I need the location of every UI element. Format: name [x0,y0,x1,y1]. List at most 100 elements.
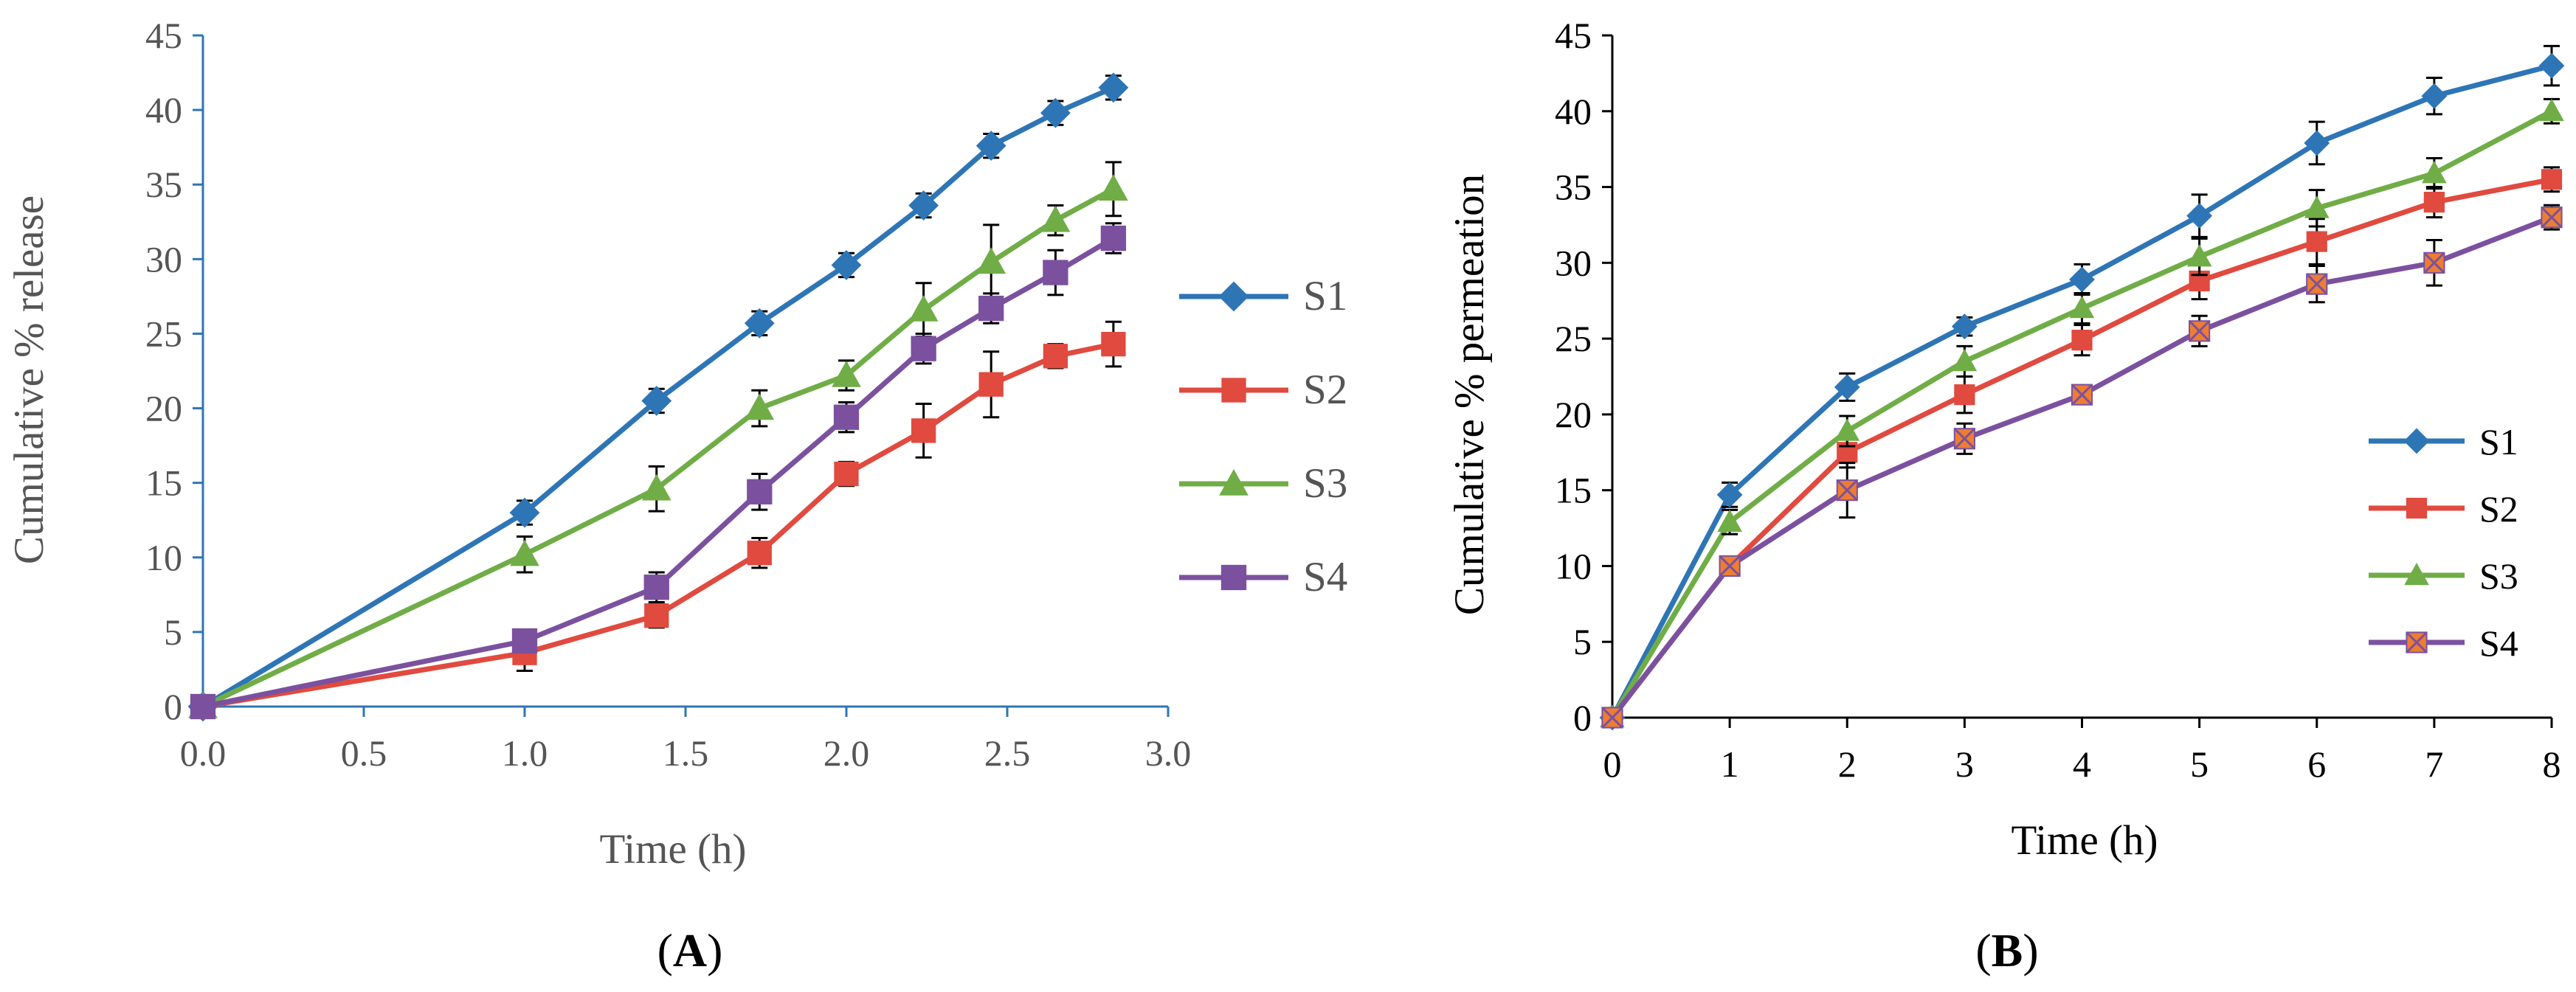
y-tick-label: 25 [145,313,182,354]
y-tick-label: 30 [1555,242,1592,283]
data-point [2423,252,2445,274]
data-point [510,539,539,566]
y-tick-label: 10 [145,537,182,578]
y-tick-label: 40 [1555,91,1592,132]
data-point [1834,374,1860,400]
data-point [2186,203,2213,229]
x-tick-label: 6 [2307,743,2326,785]
chart-a-axes [193,34,1170,717]
data-point [509,497,540,528]
chart-b-x-axis-title: Time (h) [2012,817,2158,864]
chart-a-x-axis-title: Time (h) [600,826,747,873]
data-point [976,247,1006,274]
x-tick-label: 0 [1603,743,1622,785]
data-point [1836,479,1858,502]
x-tick-label: 0.0 [180,732,227,774]
y-tick-label: 20 [145,388,182,429]
data-point [2538,52,2565,79]
data-point [2539,98,2564,122]
series-s3 [188,161,1128,718]
data-point [2304,130,2330,156]
data-point [2541,169,2563,190]
chart-b-y-axis-title: Cumulative % permeation [1446,174,1493,615]
data-point [2422,161,2447,184]
chart-b-series [1599,44,2565,731]
data-point [2071,330,2093,351]
data-point [1099,174,1128,201]
x-tick-label: 1.5 [663,732,709,774]
legend-item-s3: S3 [2369,555,2518,597]
data-point [2306,273,2328,295]
legend-item-s4: S4 [2369,622,2518,664]
x-tick-label: 1 [1721,743,1739,785]
data-point [641,386,672,416]
legend-item-s2: S2 [1179,367,1347,413]
legend-item-s2: S2 [2369,488,2518,530]
data-point [747,541,772,566]
series-s2 [190,320,1126,719]
y-tick-label: 15 [1555,470,1592,511]
legend-marker [2403,428,2430,454]
data-point [832,361,861,387]
y-tick-label: 0 [164,686,182,727]
data-point [1601,707,1623,729]
data-point [744,308,775,339]
data-point [976,131,1006,162]
series-s4 [190,222,1127,720]
x-tick-label: 8 [2543,743,2561,785]
y-tick-label: 25 [1555,318,1592,359]
legend-item-s4: S4 [1179,554,1347,600]
legend-marker [2406,631,2428,653]
x-tick-label: 3 [1955,743,1974,785]
chart-a-y-axis-title: Cumulative % release [6,195,52,564]
data-point [1834,418,1860,441]
y-tick-label: 30 [145,238,182,280]
legend-marker [1221,378,1246,403]
legend-marker [1219,468,1249,496]
legend-label: S1 [1303,273,1347,319]
data-point [2304,195,2330,218]
x-tick-label: 2.0 [823,732,870,774]
data-point [911,336,936,361]
legend-marker [2404,562,2429,586]
y-tick-label: 5 [164,611,182,653]
legend-marker [2406,497,2428,519]
data-point [1951,313,1978,340]
data-point [2423,192,2445,213]
legend-marker [1218,281,1249,312]
data-point [2541,207,2563,229]
data-point [908,190,939,221]
y-tick-label: 35 [145,164,182,205]
y-tick-label: 20 [1555,394,1592,435]
y-tick-label: 5 [1573,621,1592,662]
data-point [834,461,859,487]
x-tick-label: 3.0 [1145,732,1192,774]
x-tick-label: 2.5 [984,732,1031,774]
data-point [1040,97,1071,128]
chart-a-panel-label: (A) [657,924,723,977]
legend-label: S2 [1303,367,1347,413]
chart-b-x-tick-labels: 0 1 2 3 4 5 6 7 8 [1603,743,2561,785]
legend-label: S2 [2479,488,2518,530]
data-point [2071,384,2093,406]
data-point [1953,428,1976,450]
data-point [2186,244,2212,267]
data-point [908,295,939,322]
series-s2 [1601,166,2563,729]
legend-item-s3: S3 [1179,460,1347,507]
data-point [644,603,669,628]
data-point [911,418,936,443]
legend-label: S3 [1303,460,1347,507]
chart-a-series [187,72,1129,722]
data-point [833,404,860,430]
data-point [1954,384,1975,406]
y-tick-label: 15 [145,462,182,504]
y-tick-label: 40 [145,89,182,131]
data-point [2188,320,2211,342]
chart-b-y-tick-labels: 0 5 10 15 20 25 30 35 40 45 [1555,15,1592,738]
legend-item-s1: S1 [2369,421,2518,462]
data-point [1101,331,1126,357]
chart-b-legend: S1 S2 S3 S4 [2369,421,2518,664]
data-point [1100,225,1127,252]
